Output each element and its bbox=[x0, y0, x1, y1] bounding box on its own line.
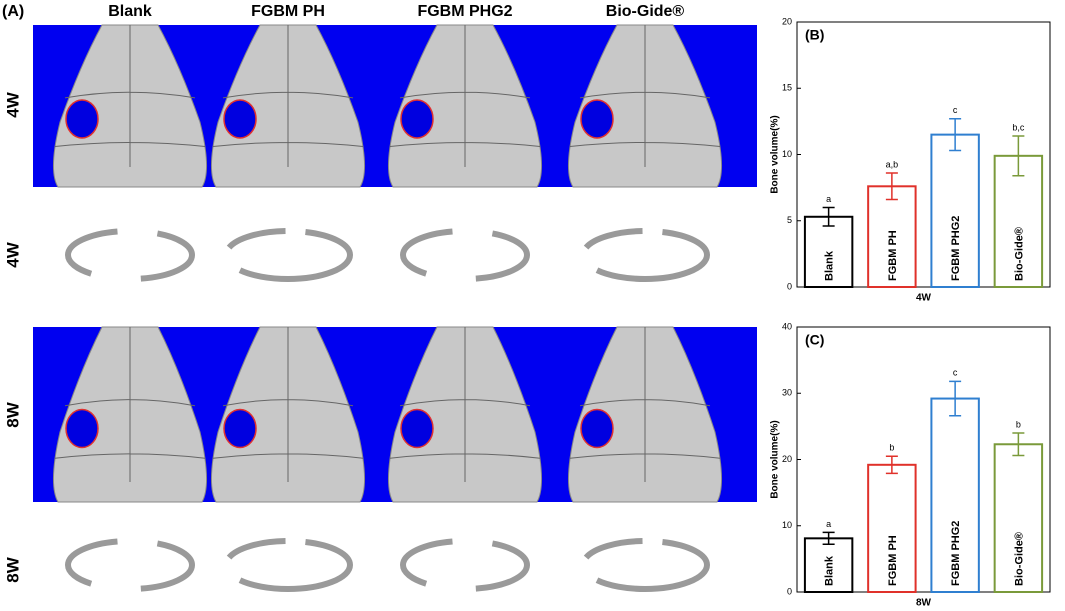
error-bar bbox=[822, 206, 835, 227]
y-tick-label: 20 bbox=[782, 454, 792, 464]
y-axis-label: Bone volume(%) bbox=[770, 420, 781, 498]
defect bbox=[65, 99, 99, 139]
y-tick-label: 40 bbox=[782, 321, 792, 331]
defect bbox=[400, 408, 434, 449]
defect bbox=[580, 408, 614, 449]
panel-label: (B) bbox=[805, 27, 824, 43]
category-label: Blank bbox=[824, 250, 836, 281]
significance-label: b bbox=[889, 443, 894, 453]
defect-ring bbox=[223, 538, 353, 592]
suture bbox=[212, 327, 364, 482]
x-axis-label: 8W bbox=[916, 598, 932, 609]
defect bbox=[65, 408, 99, 449]
defect bbox=[223, 99, 257, 139]
significance-label: a bbox=[826, 194, 831, 204]
y-tick-label: 0 bbox=[787, 281, 792, 291]
bar bbox=[803, 537, 854, 594]
suture bbox=[389, 25, 541, 167]
y-tick-label: 0 bbox=[787, 586, 792, 596]
category-label: Bio-Gide® bbox=[1013, 227, 1025, 281]
significance-label: c bbox=[953, 105, 958, 115]
y-axis-label: Bone volume(%) bbox=[770, 115, 781, 193]
x-axis-label: 4W bbox=[916, 293, 932, 304]
column-label: FGBM PH bbox=[251, 3, 325, 20]
suture bbox=[212, 25, 364, 167]
error-bar bbox=[885, 455, 898, 475]
category-label: FGBM PH bbox=[887, 535, 899, 586]
category-label: FGBM PH bbox=[887, 230, 899, 281]
defect bbox=[580, 99, 614, 139]
y-tick-label: 20 bbox=[782, 16, 792, 26]
category-label: FGBM PHG2 bbox=[950, 521, 962, 586]
row-label: 8W bbox=[3, 401, 22, 427]
defect-ring bbox=[65, 228, 195, 282]
suture bbox=[389, 327, 541, 482]
defect bbox=[400, 99, 434, 139]
significance-label: a,b bbox=[886, 159, 899, 169]
column-label: FGBM PHG2 bbox=[417, 3, 512, 20]
defect bbox=[223, 408, 257, 449]
y-tick-label: 15 bbox=[782, 83, 792, 93]
y-tick-label: 10 bbox=[782, 520, 792, 530]
significance-label: c bbox=[953, 368, 958, 378]
bar bbox=[803, 215, 854, 288]
bar bbox=[867, 185, 917, 288]
row-label: 4W bbox=[3, 91, 22, 117]
y-tick-label: 5 bbox=[787, 215, 792, 225]
suture bbox=[54, 25, 206, 167]
row-label: 4W bbox=[3, 241, 22, 267]
error-bar bbox=[949, 380, 962, 417]
defect-ring bbox=[580, 538, 710, 592]
defect-ring bbox=[400, 538, 530, 592]
column-label: Blank bbox=[108, 3, 152, 20]
suture bbox=[54, 327, 206, 482]
y-tick-label: 10 bbox=[782, 149, 792, 159]
panel-label: (C) bbox=[805, 332, 824, 348]
significance-label: a bbox=[826, 519, 831, 529]
significance-label: b bbox=[1016, 419, 1021, 429]
column-label: Bio-Gide® bbox=[606, 3, 685, 20]
defect-ring bbox=[400, 228, 530, 282]
significance-label: b,c bbox=[1012, 122, 1025, 132]
error-bar bbox=[822, 531, 835, 546]
panel-label: (A) bbox=[2, 3, 24, 20]
error-bar bbox=[1012, 432, 1025, 457]
suture bbox=[569, 327, 721, 482]
category-label: Blank bbox=[824, 555, 836, 586]
error-bar bbox=[1012, 135, 1025, 177]
row-label: 8W bbox=[3, 556, 22, 582]
defect-ring bbox=[580, 228, 710, 282]
y-tick-label: 30 bbox=[782, 388, 792, 398]
suture bbox=[569, 25, 721, 167]
error-bar bbox=[949, 117, 962, 152]
bar bbox=[930, 133, 980, 288]
defect-ring bbox=[223, 228, 353, 282]
category-label: FGBM PHG2 bbox=[950, 216, 962, 281]
defect-ring bbox=[65, 538, 195, 592]
error-bar bbox=[885, 172, 898, 201]
category-label: Bio-Gide® bbox=[1013, 532, 1025, 586]
